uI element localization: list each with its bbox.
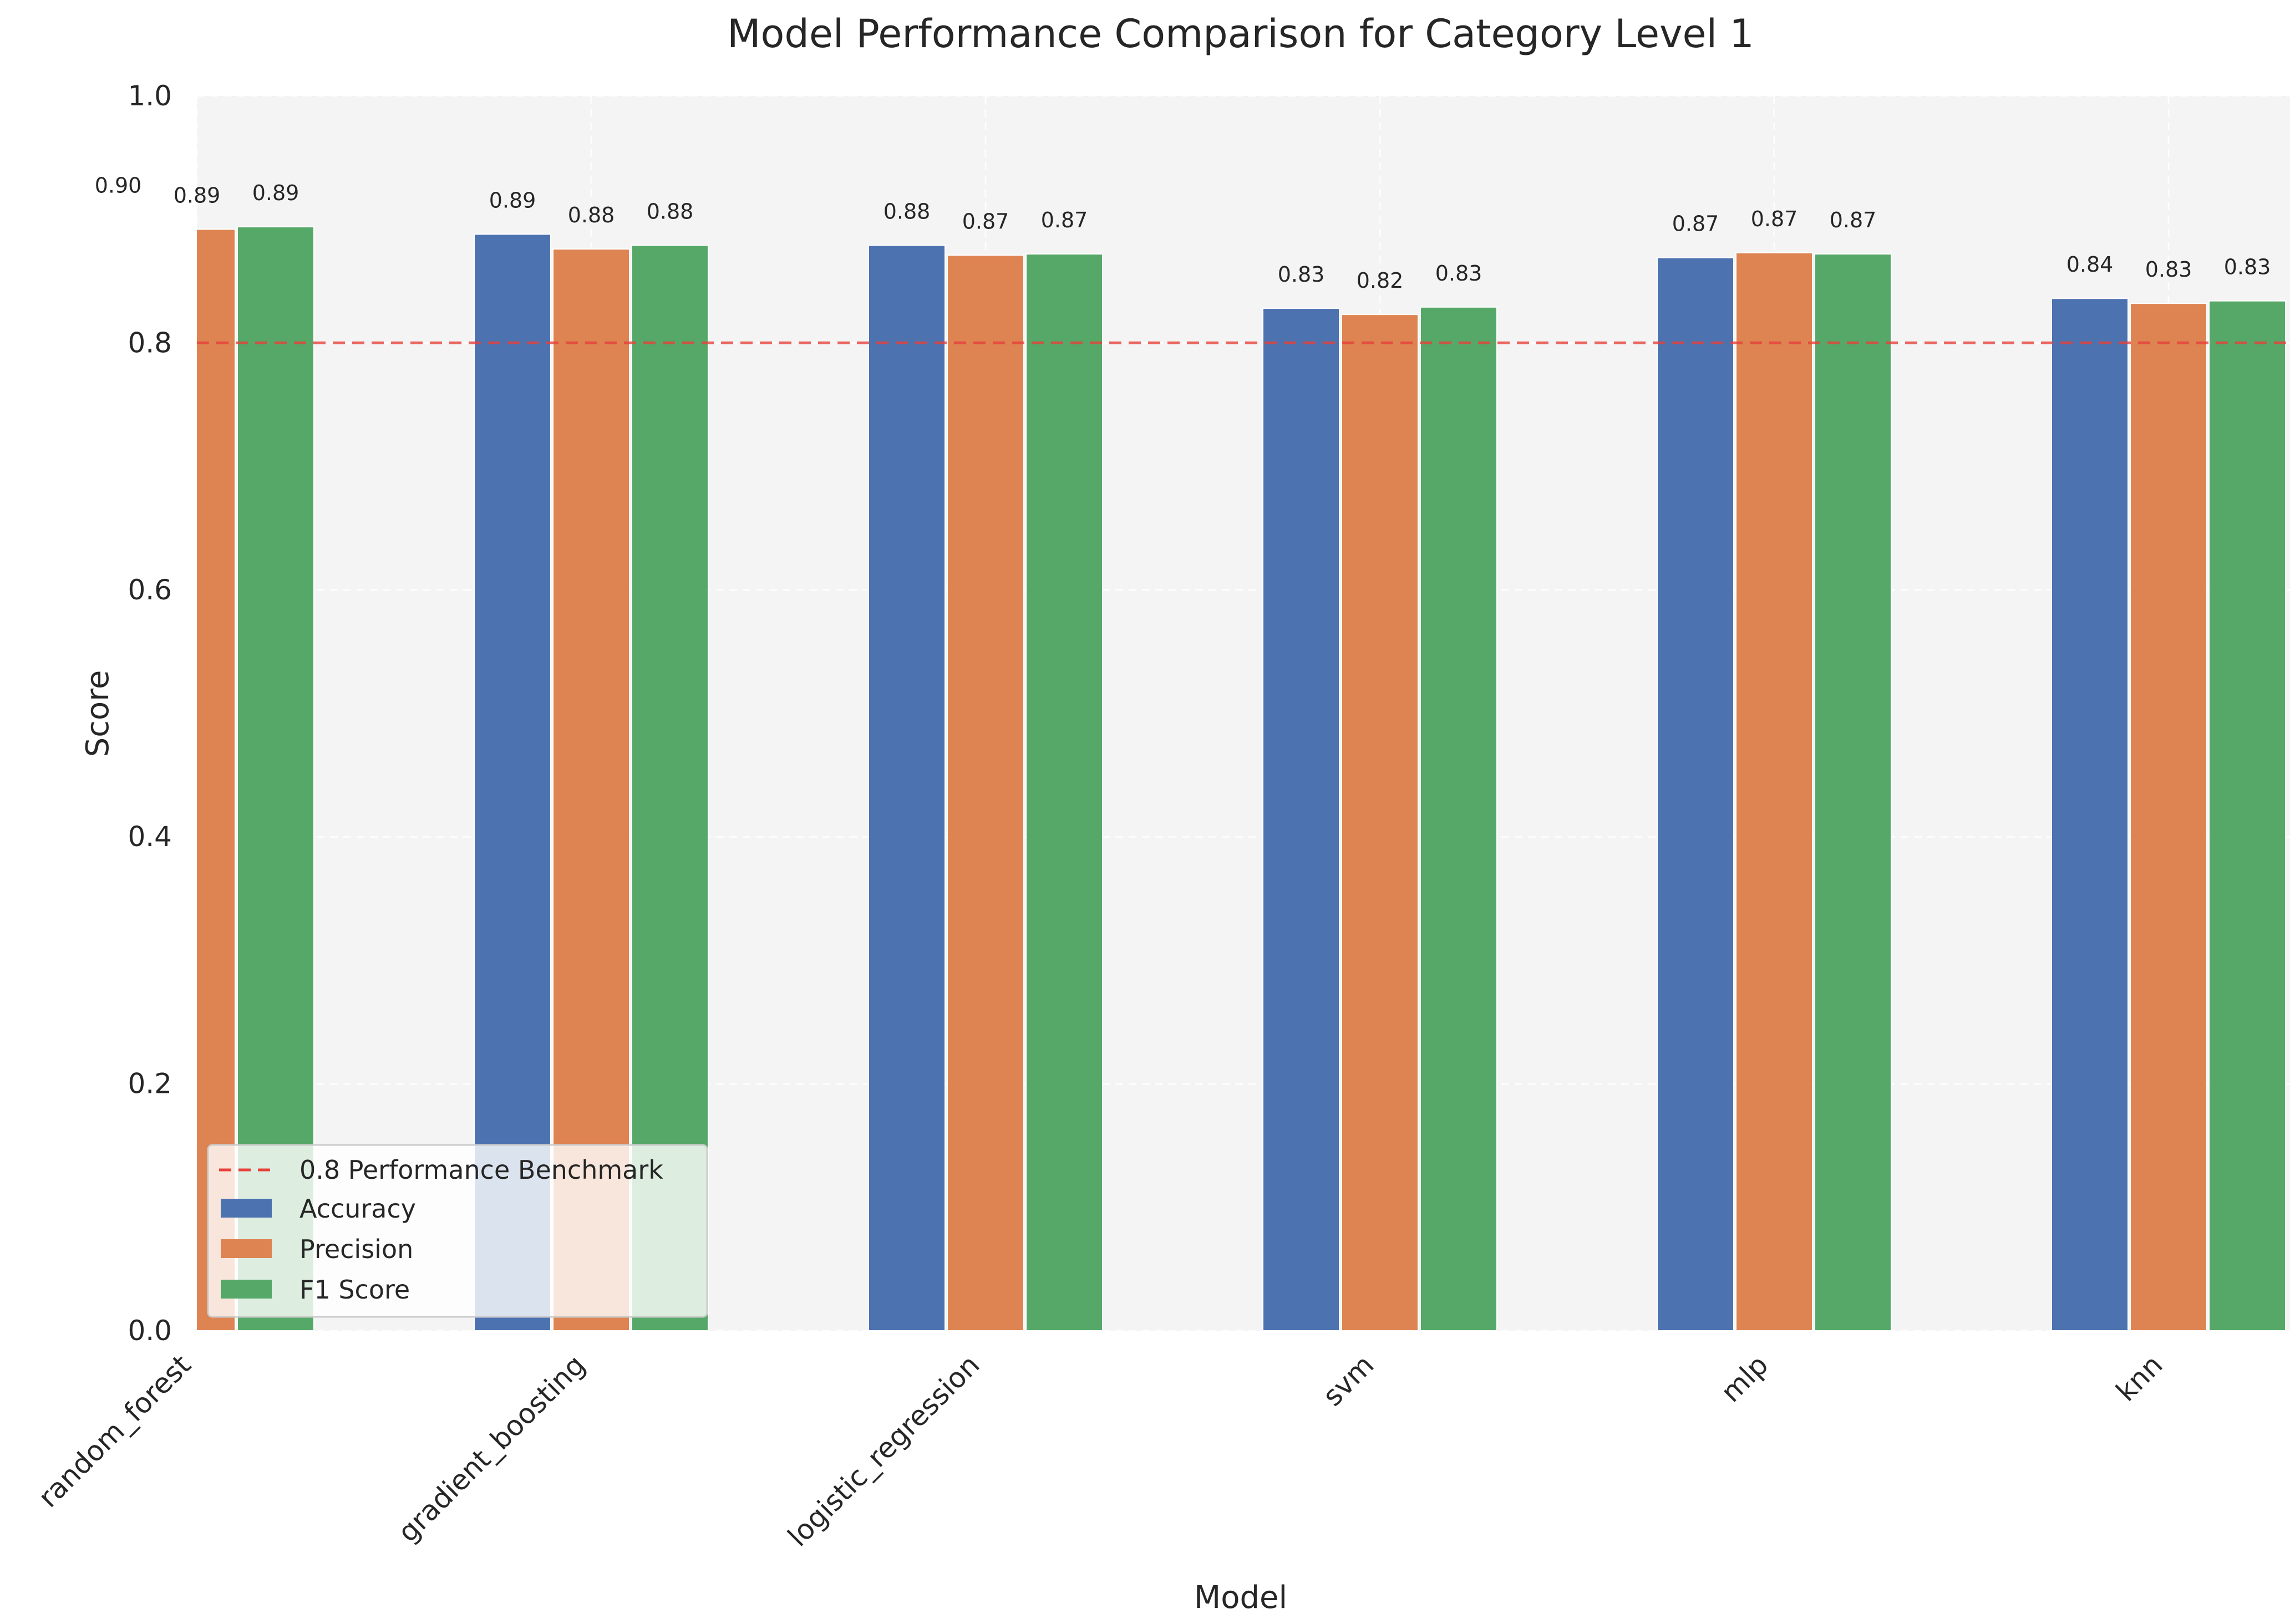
bar-value-label: 0.83 [1278, 262, 1325, 287]
y-tick-label: 0.2 [128, 1068, 172, 1100]
bar-precision [947, 254, 1024, 1331]
bar-value-label: 0.88 [647, 199, 694, 223]
bar-value-label: 0.90 [95, 174, 142, 198]
bar-precision [1341, 314, 1419, 1331]
x-tick-label: random_forest [32, 1348, 197, 1514]
x-tick-label: svm [1317, 1348, 1380, 1412]
bar-accuracy [1657, 257, 1734, 1331]
chart-title: Model Performance Comparison for Categor… [727, 11, 1754, 57]
bar-value-label: 0.87 [1751, 207, 1798, 231]
bar-precision [2130, 303, 2207, 1331]
bar-value-label: 0.88 [568, 203, 615, 227]
y-tick-label: 0.8 [128, 327, 172, 359]
bar-value-label: 0.84 [2066, 252, 2114, 277]
y-tick-label: 0.0 [128, 1315, 172, 1347]
legend-benchmark-label: 0.8 Performance Benchmark [299, 1155, 663, 1185]
bar-precision [1735, 252, 1813, 1331]
bar-value-label: 0.89 [174, 184, 221, 208]
bar-value-label: 0.83 [1435, 261, 1482, 286]
x-axis-label: Model [1194, 1580, 1287, 1616]
bar-value-label: 0.87 [1041, 208, 1088, 232]
legend-f1-swatch [221, 1280, 272, 1299]
legend-box [207, 1144, 708, 1318]
bar-accuracy [80, 220, 156, 1331]
bar-value-label: 0.88 [883, 199, 931, 223]
legend: 0.8 Performance Benchmark Accuracy Preci… [207, 1144, 708, 1318]
legend-precision-label: Precision [299, 1234, 413, 1264]
x-tick-label: gradient_boosting [392, 1348, 591, 1548]
bar-f1-score [1420, 306, 1497, 1331]
bar-accuracy [868, 245, 946, 1331]
y-tick-label: 1.0 [128, 80, 172, 112]
y-tick-label: 0.4 [128, 821, 172, 853]
legend-precision-swatch [221, 1239, 272, 1258]
legend-accuracy-label: Accuracy [299, 1194, 416, 1224]
y-axis-label: Score [80, 670, 116, 757]
bar-value-label: 0.83 [2224, 255, 2271, 279]
x-tick-label: logistic_regression [781, 1348, 986, 1552]
x-axis-ticks: random_forest gradient_boosting logistic_r… [32, 1348, 2169, 1552]
bar-f1-score [1025, 253, 1103, 1331]
bar-accuracy [2051, 298, 2129, 1331]
bar-f1-score [2208, 300, 2286, 1331]
x-tick-label: knn [2110, 1348, 2169, 1407]
legend-accuracy-swatch [221, 1199, 272, 1218]
bar-value-label: 0.89 [489, 188, 536, 212]
bar-value-label: 0.87 [962, 209, 1009, 233]
bar-f1-score [1814, 253, 1892, 1331]
bar-value-label: 0.83 [2145, 257, 2192, 282]
bar-value-label: 0.89 [252, 181, 299, 205]
y-axis-ticks: 0.0 0.2 0.4 0.6 0.8 1.0 [128, 80, 172, 1347]
bar-accuracy [1262, 308, 1340, 1331]
y-tick-label: 0.6 [128, 574, 172, 606]
data-labels: 0.90 0.89 0.88 0.83 0.87 0.84 0.89 0.88 0.87 0.82… [95, 174, 2271, 293]
legend-f1-label: F1 Score [299, 1275, 410, 1305]
bar-value-label: 0.87 [1830, 208, 1877, 232]
bar-value-label: 0.87 [1672, 212, 1719, 236]
bar-value-label: 0.82 [1357, 268, 1404, 293]
x-tick-label: mlp [1715, 1348, 1775, 1408]
